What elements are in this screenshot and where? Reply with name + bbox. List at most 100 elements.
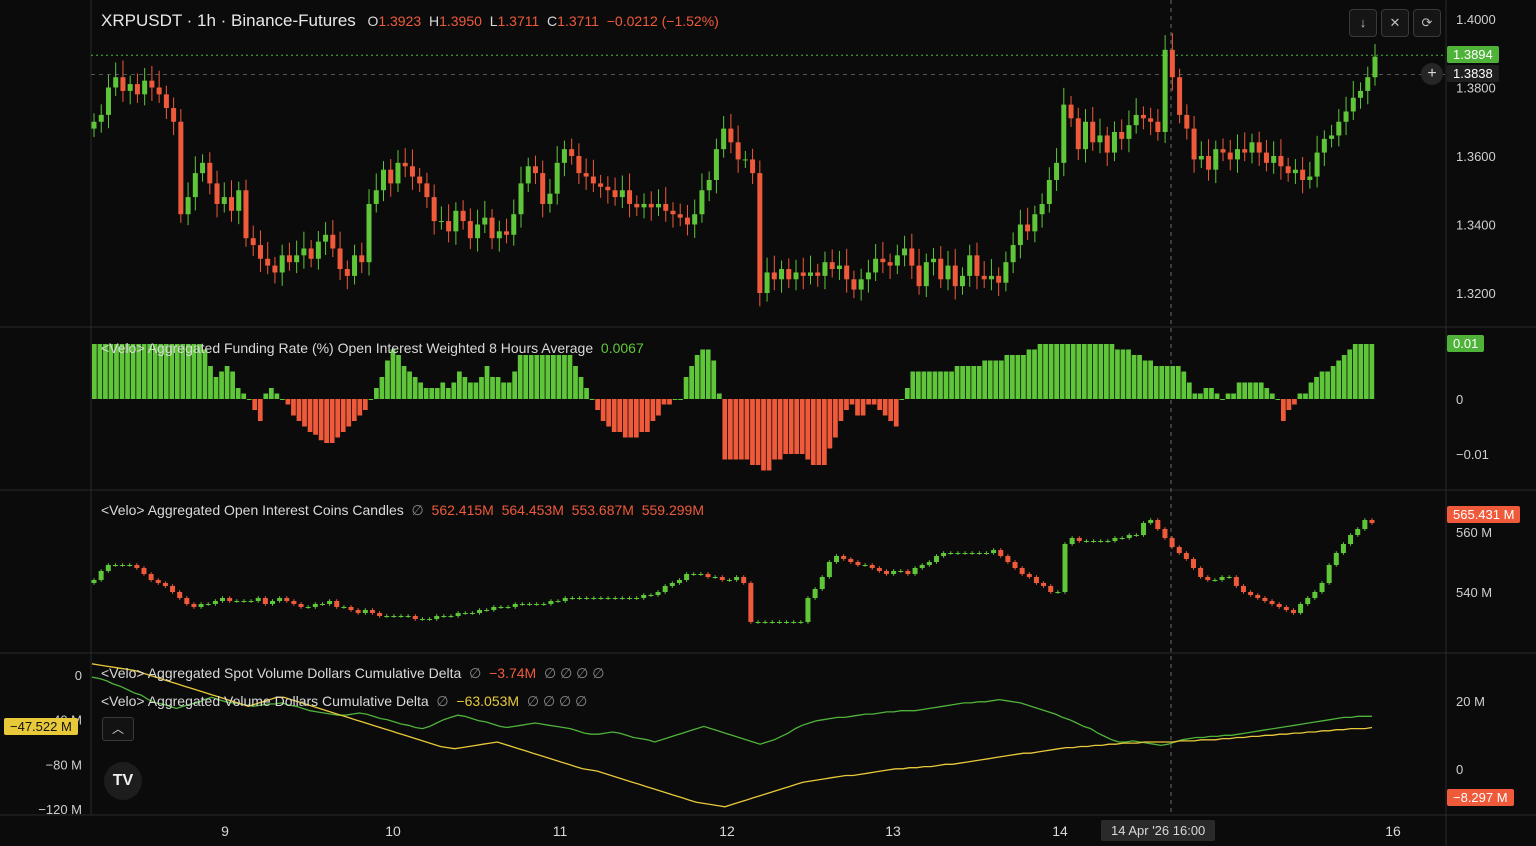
funding-bar xyxy=(1026,349,1032,399)
oi-candle-body xyxy=(998,550,1004,556)
oi-candle-body xyxy=(198,604,204,607)
funding-bar xyxy=(899,399,905,400)
funding-bar xyxy=(351,399,357,421)
oi-candle-body xyxy=(784,622,790,623)
funding-bar xyxy=(224,366,230,399)
oi-candle-body xyxy=(869,565,875,568)
price-candle-body xyxy=(489,217,495,239)
oi-candle-body xyxy=(462,613,468,614)
oi-candle-body xyxy=(505,607,511,608)
chevron-up-icon[interactable]: ︿ xyxy=(102,717,134,741)
oi-candle-body xyxy=(1276,604,1282,607)
oi-candle-body xyxy=(1005,556,1011,562)
close-label: C xyxy=(547,13,558,29)
funding-bar xyxy=(534,355,540,399)
funding-bar xyxy=(606,399,612,427)
tradingview-logo-icon[interactable]: TV xyxy=(104,762,142,800)
oi-candle-body xyxy=(1355,529,1361,535)
funding-bar xyxy=(622,399,628,438)
oi-candle-body xyxy=(826,562,832,577)
funding-bar xyxy=(971,366,977,399)
funding-bar xyxy=(235,388,241,399)
oi-candle-body xyxy=(155,580,161,583)
add-alert-icon[interactable]: + xyxy=(1421,63,1443,85)
funding-bar xyxy=(866,399,871,405)
oi-candle-body xyxy=(319,604,325,605)
funding-bar xyxy=(982,360,988,399)
funding-bar xyxy=(512,371,518,399)
arrow-down-icon[interactable]: ↓ xyxy=(1349,9,1377,37)
funding-bar xyxy=(407,371,412,399)
funding-bar xyxy=(97,344,103,399)
price-candle-body xyxy=(1003,262,1009,283)
collapse-icon[interactable]: ✕ xyxy=(1381,9,1409,37)
oi-candle-body xyxy=(791,622,797,623)
funding-bar xyxy=(904,388,910,399)
oi-candle-body xyxy=(205,604,211,605)
funding-bar xyxy=(871,399,877,405)
time-axis-tick: 12 xyxy=(719,823,735,839)
price-candle-body xyxy=(750,159,756,174)
oi-candle-body xyxy=(1169,538,1175,547)
funding-bar xyxy=(750,399,755,465)
price-candle-body xyxy=(1025,224,1031,232)
oi-candle-body xyxy=(898,571,904,572)
funding-bar xyxy=(1258,382,1264,399)
price-candle-body xyxy=(706,179,712,191)
oi-candle-body xyxy=(933,556,939,562)
oi-candle-body xyxy=(305,607,311,608)
funding-axis-tick: −0.01 xyxy=(1456,447,1489,462)
oi-candle-body xyxy=(698,574,704,575)
oi-candle-body xyxy=(612,598,618,599)
oi-candle-body xyxy=(434,616,440,619)
price-candle-body xyxy=(207,162,213,184)
oi-candle-body xyxy=(1119,538,1125,539)
funding-bar xyxy=(368,399,374,400)
oi-candle-body xyxy=(534,604,540,605)
oi-candle-body xyxy=(1298,604,1304,613)
price-candle-body xyxy=(699,190,705,215)
price-candle-body xyxy=(1191,128,1197,160)
funding-bar xyxy=(1015,355,1021,399)
oi-candle-body xyxy=(448,616,454,617)
perp-cvd-title: <Velo> Aggregated Volume Dollars Cumulat… xyxy=(101,693,429,709)
funding-bar xyxy=(130,344,136,399)
oi-candle-body xyxy=(655,592,661,595)
price-candle-body xyxy=(663,203,669,211)
funding-bar xyxy=(1109,344,1115,399)
oi-candle-body xyxy=(1369,520,1375,523)
oi-candle-body xyxy=(634,598,640,599)
funding-bar xyxy=(103,344,108,399)
price-axis-tick: 1.3200 xyxy=(1456,286,1496,301)
oi-candle-body xyxy=(391,616,397,617)
oi-candle-body xyxy=(348,607,354,610)
funding-bar xyxy=(246,399,252,400)
funding-bar xyxy=(689,366,694,399)
price-candle-body xyxy=(1206,156,1212,170)
price-candle-body xyxy=(156,87,162,95)
price-candle-body xyxy=(243,190,249,239)
price-candle-body xyxy=(344,269,350,276)
oi-candle-body xyxy=(919,565,925,568)
oi-candle-body xyxy=(1033,577,1039,583)
price-candle-body xyxy=(771,272,777,280)
price-candle-body xyxy=(330,234,336,249)
refresh-icon[interactable]: ⟳ xyxy=(1413,9,1441,37)
price-axis-tick: 1.3800 xyxy=(1456,81,1496,96)
price-candle-body xyxy=(1285,166,1291,174)
oi-candle-body xyxy=(948,553,954,554)
oi-high: 564.453M xyxy=(501,502,564,518)
oi-candle-body xyxy=(1012,562,1018,568)
oi-candle-body xyxy=(812,589,818,598)
oi-candle-body xyxy=(1019,568,1025,574)
spot-cvd-title: <Velo> Aggregated Spot Volume Dollars Cu… xyxy=(101,665,462,681)
oi-candle-body xyxy=(862,565,868,566)
funding-bar xyxy=(1203,388,1209,399)
oi-candle-body xyxy=(1148,520,1154,523)
funding-bar xyxy=(772,399,777,460)
price-candle-body xyxy=(265,258,271,266)
funding-bar xyxy=(517,355,523,399)
funding-bar xyxy=(987,360,993,399)
funding-bar xyxy=(1209,388,1214,399)
